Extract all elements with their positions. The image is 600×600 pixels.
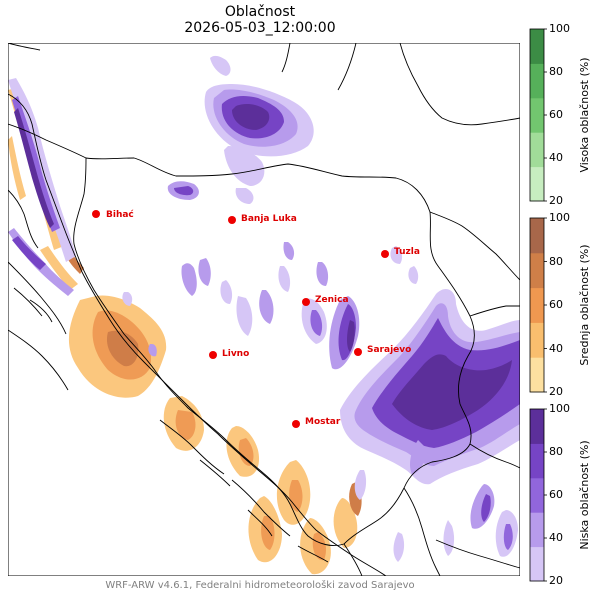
borders	[8, 43, 520, 576]
colorbar-visoka-tick-label: 60	[549, 108, 563, 121]
colorbar-srednja-tick-label: 40	[549, 341, 563, 355]
colorbar-niska-segment	[530, 443, 544, 479]
city-marker	[354, 348, 362, 356]
city-markers: Bihać Banja Luka Tuzla Zenica Sarajevo L…	[92, 209, 420, 428]
colorbar-srednja-tick-label: 100	[549, 211, 570, 224]
city-bihac: Bihać	[92, 209, 134, 220]
colorbar-visoka-label: Visoka oblačnost (%)	[578, 57, 591, 173]
map-datetime: 2026-05-03_12:00:00	[184, 20, 336, 36]
city-label-zenica: Zenica	[315, 295, 349, 305]
colorbar-visoka-tick-label: 20	[549, 194, 563, 207]
colorbar-srednja-segment	[530, 218, 544, 254]
city-marker	[92, 210, 100, 218]
colorbar-niska-segment	[530, 546, 544, 582]
city-label-sarajevo: Sarajevo	[367, 345, 411, 355]
colorbar-niska-tick-label: 80	[549, 445, 563, 458]
colorbar-srednja-tick-label: 80	[549, 254, 563, 268]
colorbar-niska-tick-label: 40	[549, 531, 563, 544]
city-banja-luka: Banja Luka	[228, 214, 297, 224]
colorbar-srednja-segment	[530, 322, 544, 358]
colorbar-srednja-segment	[530, 252, 544, 289]
city-sarajevo: Sarajevo	[354, 345, 411, 356]
colorbar-srednja-segment	[530, 357, 544, 393]
colorbar-niska-tick-label: 20	[549, 574, 563, 587]
city-label-banja-luka: Banja Luka	[241, 214, 297, 224]
city-label-livno: Livno	[222, 349, 249, 359]
colorbar-visoka-tick-label: 80	[549, 65, 563, 78]
colorbar-visoka-tick-label: 40	[549, 151, 563, 164]
colorbar-srednja-tick-label: 60	[549, 298, 563, 311]
colorbar-visoka-segment	[530, 63, 544, 99]
city-marker	[302, 298, 310, 306]
colorbar-niska-segment	[530, 477, 544, 513]
city-zenica: Zenica	[302, 295, 349, 306]
city-tuzla: Tuzla	[381, 247, 420, 258]
colorbar-srednja-tick-label: 20	[549, 385, 563, 398]
footer-credit: WRF-ARW v4.6.1, Federalni hidrometeorolo…	[105, 580, 415, 591]
colorbar-visoka-segment	[530, 29, 544, 64]
city-label-mostar: Mostar	[305, 417, 341, 427]
colorbar-niska-tick-label: 60	[549, 488, 563, 501]
colorbar-niska-segment	[530, 512, 544, 548]
colorbar-visoka-segment	[530, 132, 544, 168]
city-label-bihac: Bihać	[106, 209, 134, 220]
low-cloud-areas	[8, 55, 520, 562]
map-title: Oblačnost	[224, 4, 296, 20]
colorbar-niska-segment	[530, 409, 544, 444]
city-marker	[209, 351, 217, 359]
city-livno: Livno	[209, 349, 249, 359]
colorbars	[529, 28, 547, 582]
city-marker	[292, 420, 300, 428]
city-mostar: Mostar	[292, 417, 341, 428]
city-marker	[381, 250, 389, 258]
colorbar-srednja-label: Srednja oblačnost (%)	[578, 244, 591, 366]
colorbar-niska-tick-label: 100	[549, 402, 570, 415]
city-label-tuzla: Tuzla	[394, 247, 420, 257]
colorbar-visoka-segment	[530, 166, 544, 202]
colorbar-visoka-tick-label: 100	[549, 22, 570, 35]
colorbar-srednja-segment	[530, 287, 544, 323]
colorbar-niska-label: Niska oblačnost (%)	[578, 440, 591, 550]
colorbar-visoka-segment	[530, 97, 544, 133]
city-marker	[228, 216, 236, 224]
